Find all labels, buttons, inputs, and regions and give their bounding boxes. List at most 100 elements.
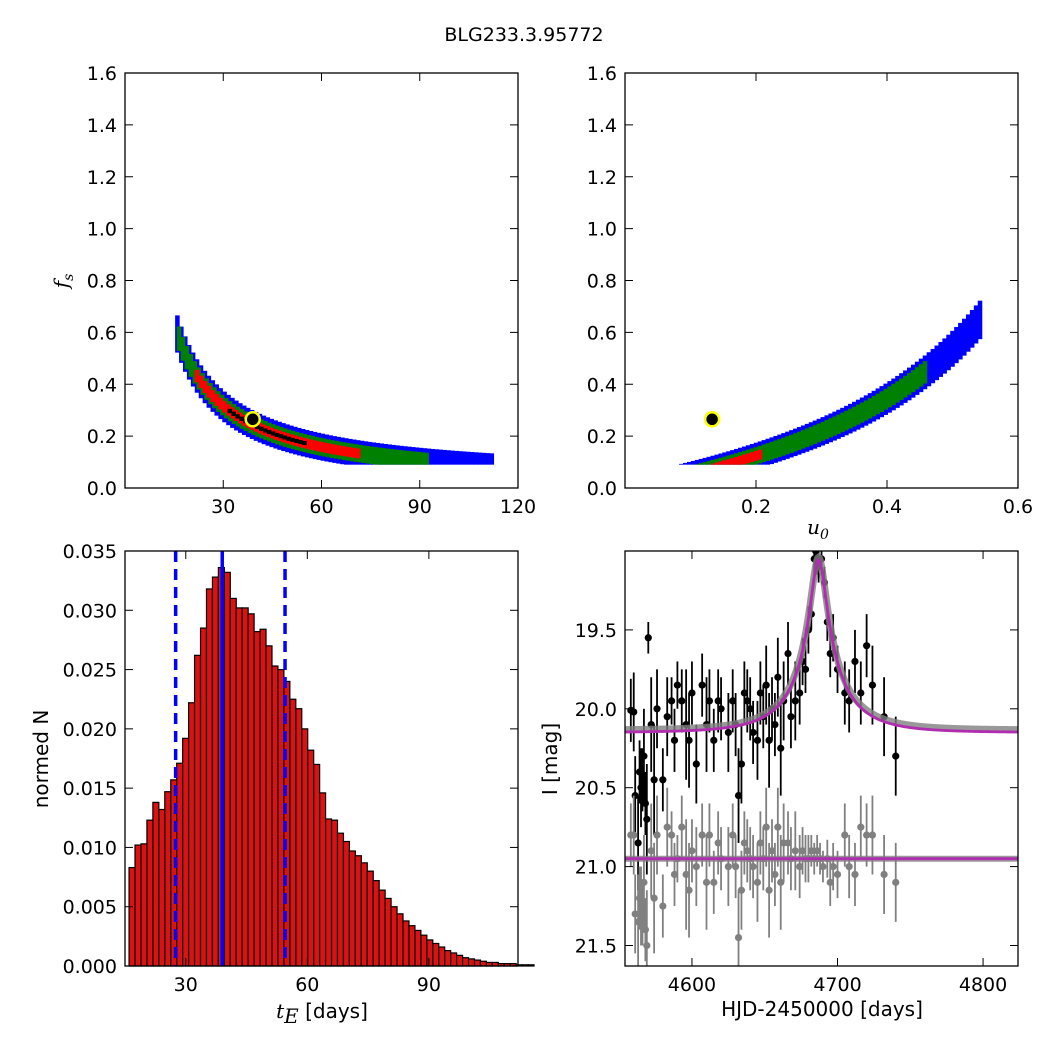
data-point [746, 705, 754, 713]
data-point [880, 870, 888, 879]
data-point [659, 776, 667, 784]
data-point [756, 839, 764, 847]
data-point [863, 831, 871, 839]
fs-tE-cell [266, 429, 272, 435]
data-point [743, 847, 751, 855]
fs-u0-cell [926, 352, 932, 387]
fs-u0-cell [679, 463, 684, 465]
data-point [791, 697, 799, 705]
data-point [634, 839, 642, 847]
data-point [892, 752, 900, 760]
panel-lightcurve: 4600 4700 4800 19.5 20.0 20.5 21.0 21.5 [575, 550, 1019, 996]
fs-u0-cell [934, 345, 940, 381]
data-point [653, 705, 661, 713]
fs-u0-cells [679, 300, 983, 465]
histogram-bar [277, 668, 285, 967]
data-point [841, 831, 849, 839]
fs-tE-cell [351, 447, 357, 458]
fs-u0-cell [973, 305, 979, 344]
histogram-bar [330, 819, 339, 967]
lightcurve-ytick-label: 21.0 [575, 857, 617, 879]
fs-tE-cell [328, 443, 333, 454]
fs-u0-cell [804, 428, 810, 448]
fs-tE-cell [316, 441, 322, 452]
fs-tE-cell [340, 445, 345, 456]
fs-u0-cell [938, 342, 943, 377]
histogram-bar [408, 925, 416, 967]
tE-histogram-ytick-label: 0.035 [63, 541, 117, 563]
data-point [762, 681, 770, 689]
histogram-bar [319, 792, 327, 967]
data-point [682, 870, 690, 879]
data-point [826, 878, 834, 886]
data-point [650, 776, 658, 784]
fs-tE-ytick-label: 0.2 [87, 426, 117, 448]
lightcurve-frame [624, 550, 1019, 967]
data-point [647, 847, 655, 855]
data-point [630, 831, 638, 839]
fs-u0-cell [851, 406, 857, 427]
lightcurve-xtick-label: 4700 [813, 974, 861, 996]
fs-u0-xtick-label: 0.2 [741, 496, 771, 518]
data-point [724, 728, 732, 737]
data-point [717, 705, 725, 713]
histogram-bar [473, 959, 482, 967]
tE-histogram-ytick-label: 0.030 [63, 600, 117, 622]
histogram-bar [342, 840, 351, 967]
data-point [863, 642, 871, 650]
data-point [737, 760, 746, 768]
fs-u0-cell [800, 430, 806, 449]
fs-tE-cell [361, 445, 367, 463]
histogram-bar [307, 749, 315, 967]
fs-tE-cell [458, 451, 463, 465]
data-point [685, 886, 693, 894]
fs-u0-xtick-label: 0.4 [872, 496, 902, 518]
tE-histogram-frame [124, 550, 519, 967]
lightcurve-ytick-label: 19.5 [575, 620, 617, 642]
fs-u0-cell [785, 436, 790, 455]
histogram-bar [164, 791, 172, 967]
data-point [710, 878, 718, 886]
data-point [749, 862, 757, 871]
data-point [667, 697, 676, 705]
fs-u0-cell [922, 361, 928, 384]
histogram-bar [188, 702, 196, 967]
fs-u0-cell [820, 421, 826, 441]
data-point [813, 847, 821, 855]
data-point [829, 862, 837, 871]
histogram-bar [521, 964, 529, 967]
fs-u0-cell [879, 391, 885, 413]
data-point [743, 697, 751, 705]
histogram-bar [301, 728, 309, 967]
fs-u0-cell [883, 388, 888, 410]
histogram-bar [259, 628, 267, 967]
fs-tE-cell [369, 446, 374, 465]
fs-tE-cell [344, 446, 349, 457]
fs-u0-cell [965, 314, 971, 352]
fs-u0-cell [958, 322, 963, 360]
fs-tE-cell [336, 445, 341, 456]
panel-tE-histogram-xlabel: tE [days] [276, 999, 368, 1028]
fs-u0-cell [899, 378, 904, 401]
fs-u0-cell [836, 414, 841, 434]
histogram-bar [193, 654, 202, 967]
histogram-bar [271, 665, 279, 967]
fs-u0-cell [859, 402, 865, 423]
fs-tE-cell [312, 440, 318, 451]
data-point [774, 823, 782, 831]
fs-tE-ytick-label: 1.6 [87, 63, 117, 85]
fs-tE-cell [450, 450, 455, 465]
fs-tE-cell [416, 451, 422, 465]
fs-tE-cell [194, 369, 200, 383]
fs-u0-cell [749, 452, 755, 462]
fs-u0-cell [930, 348, 936, 384]
data-point [868, 831, 877, 839]
fs-tE-cell [278, 434, 284, 439]
fs-u0-ytick-label: 1.6 [587, 63, 617, 85]
histogram-bar [176, 762, 184, 967]
fs-tE-ytick-label: 1.2 [87, 167, 117, 189]
data-point [777, 744, 785, 752]
histogram-bar [420, 934, 428, 967]
fs-tE-cell [489, 453, 495, 465]
tE-histogram-ytick-label: 0.005 [63, 897, 117, 919]
